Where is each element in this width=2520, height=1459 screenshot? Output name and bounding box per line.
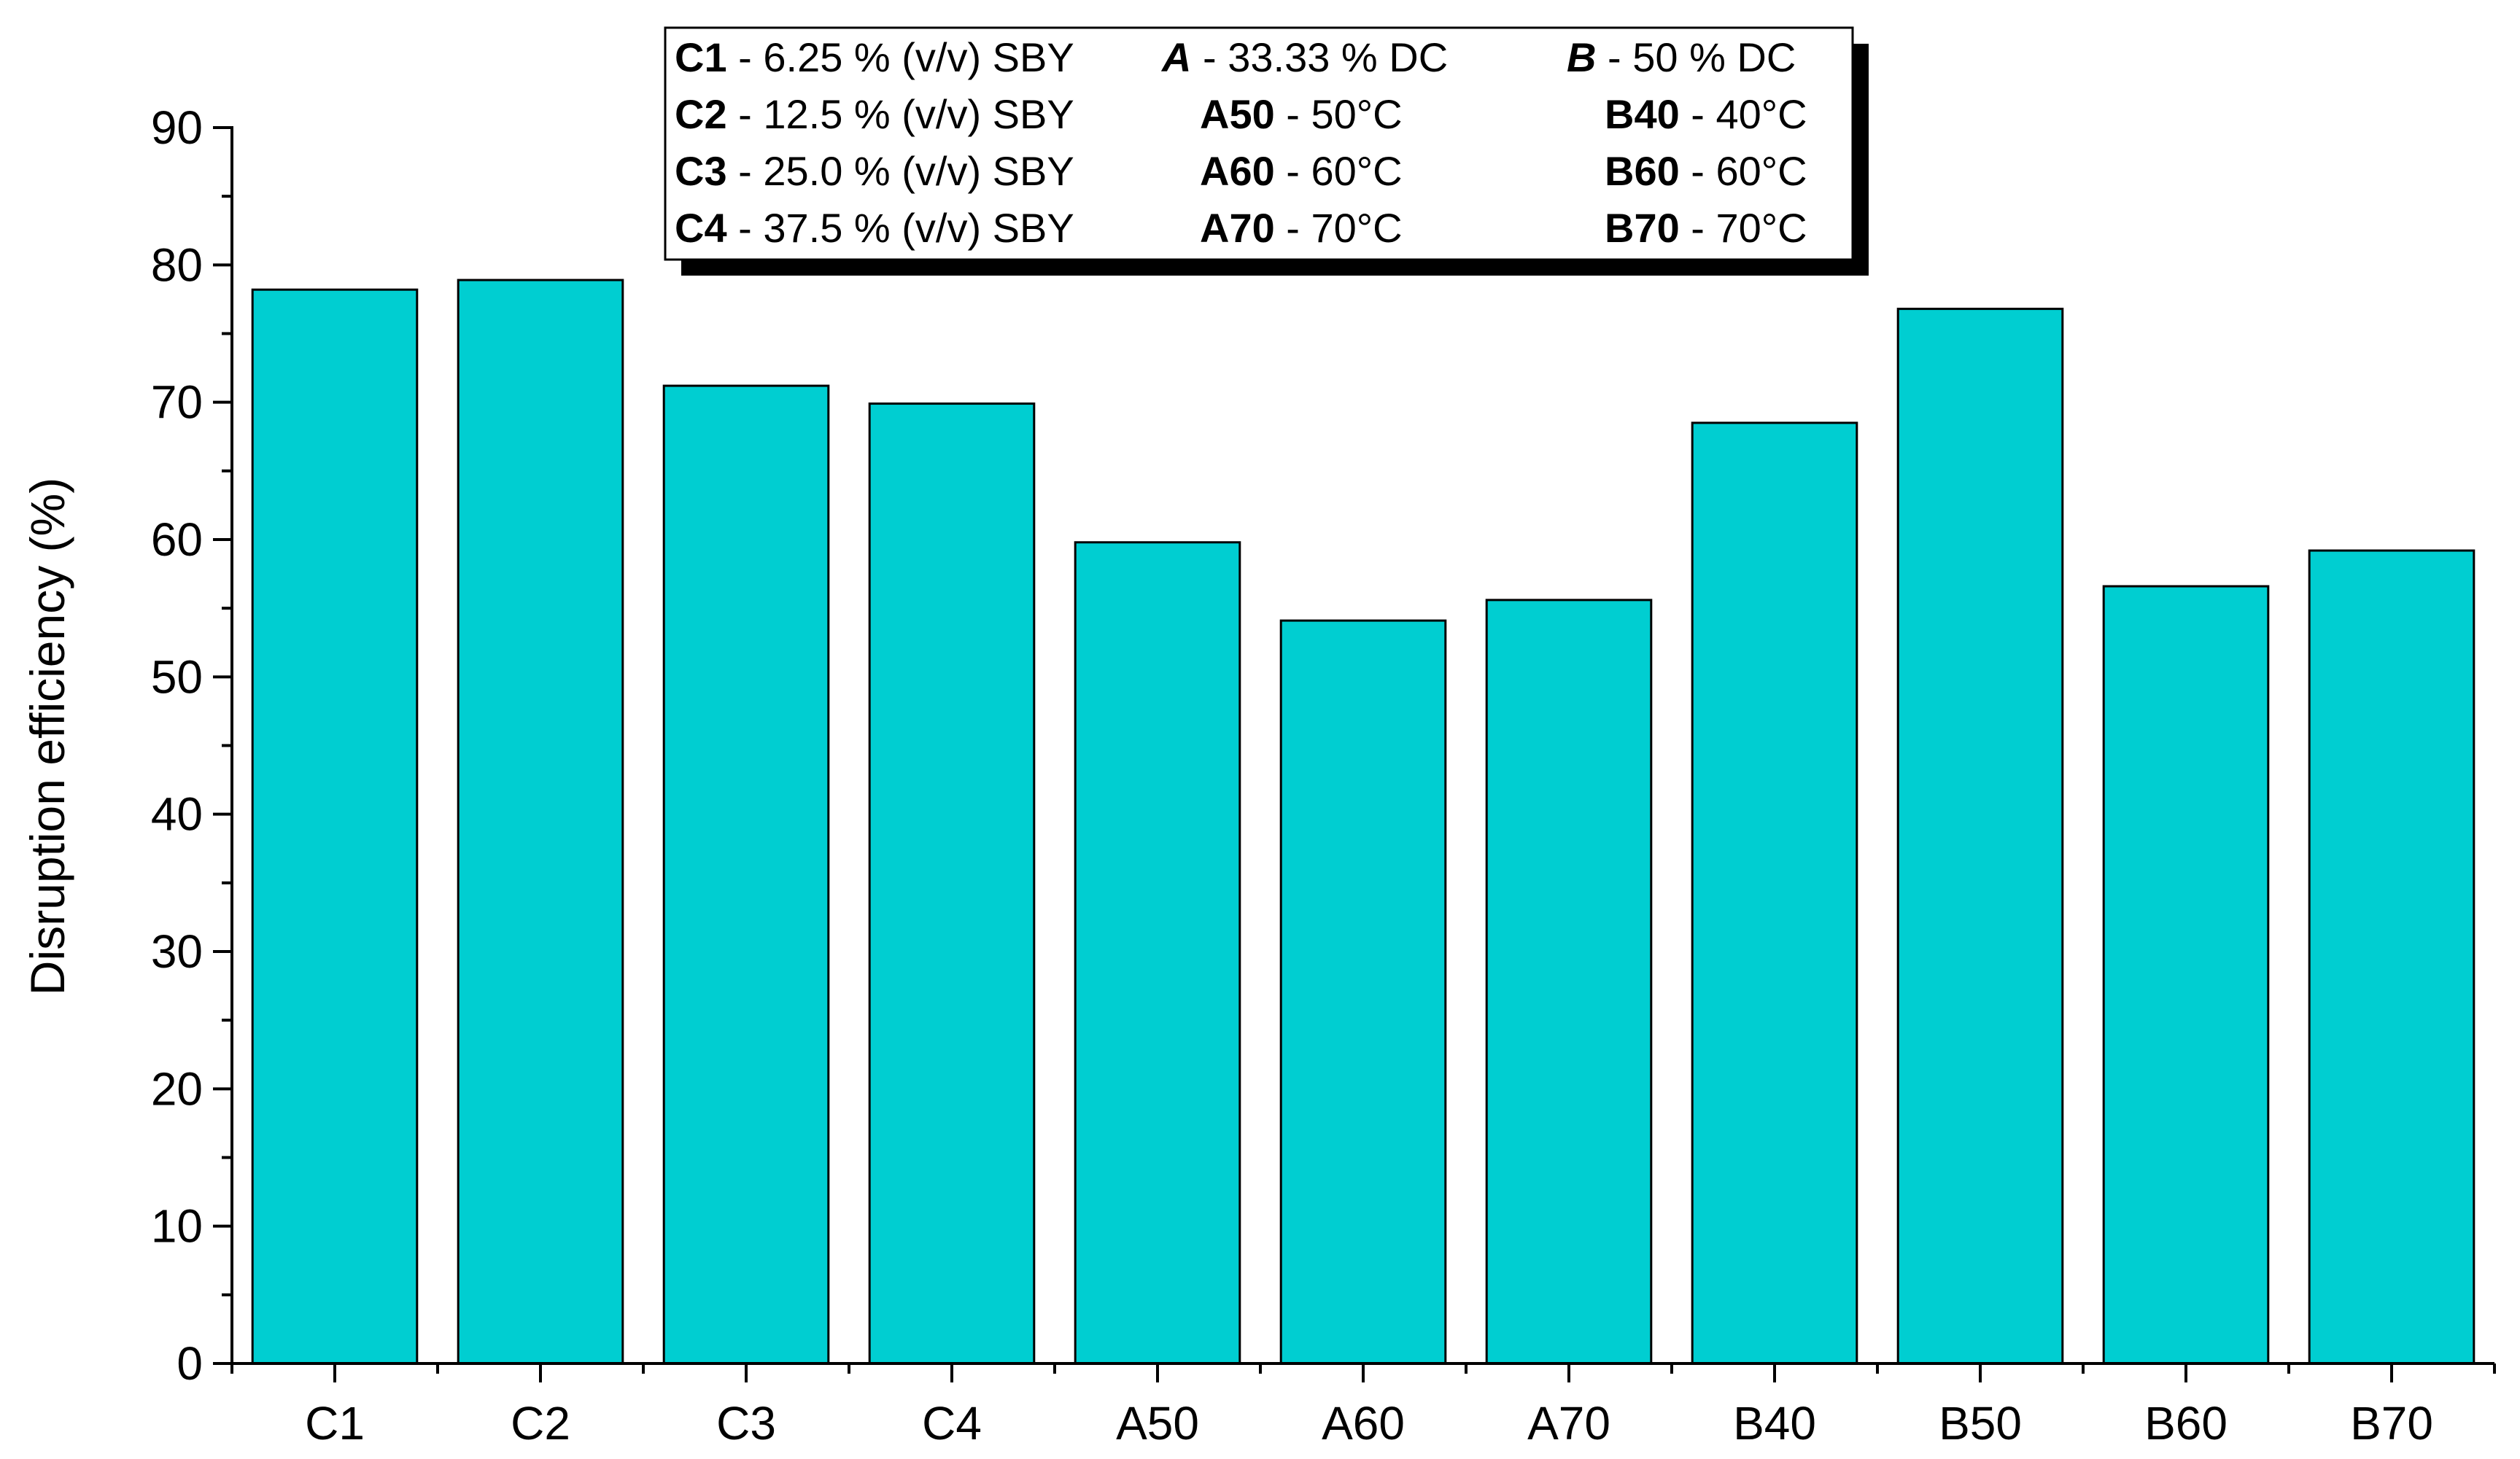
bar-b60	[2102, 585, 2270, 1365]
bars-group	[251, 279, 2476, 1365]
legend-key: B	[1567, 34, 1596, 80]
legend-key: C4	[675, 205, 727, 251]
legend-description: - 37.5 % (v/v) SBY	[727, 205, 1074, 251]
x-tick-label-c3: C3	[716, 1397, 776, 1450]
legend-key: C2	[675, 91, 727, 137]
legend-entry-a: A - 33.33 % DC	[1160, 34, 1448, 80]
legend-description: - 40°C	[1680, 91, 1807, 137]
bar-c3	[662, 384, 830, 1365]
bar-a70	[1485, 599, 1653, 1365]
legend-description: - 60°C	[1680, 148, 1807, 194]
legend-entry-c2: C2 - 12.5 % (v/v) SBY	[675, 91, 1074, 137]
y-tick-label: 70	[151, 376, 203, 429]
legend-key: A60	[1200, 148, 1275, 194]
y-tick-label: 10	[151, 1200, 203, 1253]
x-tick-label-b60: B60	[2144, 1397, 2228, 1450]
legend: C1 - 6.25 % (v/v) SBY A - 33.33 % DC B - 5…	[664, 26, 1869, 276]
x-tick-label-a50: A50	[1116, 1397, 1199, 1450]
bar-b50	[1896, 308, 2064, 1365]
x-tick-label-b70: B70	[2350, 1397, 2433, 1450]
legend-key: A	[1160, 34, 1191, 80]
y-tick-label: 60	[151, 513, 203, 566]
y-tick-label: 40	[151, 788, 203, 841]
legend-entry-b: B - 50 % DC	[1567, 34, 1796, 80]
legend-key: C1	[675, 34, 727, 80]
legend-entry-b60: B60 - 60°C	[1605, 148, 1807, 194]
x-tick-label-b50: B50	[1939, 1397, 2022, 1450]
legend-key: B70	[1605, 205, 1680, 251]
bar-c2	[457, 279, 624, 1365]
legend-key: A70	[1200, 205, 1275, 251]
legend-box	[664, 26, 1854, 261]
x-tick-label-c4: C4	[922, 1397, 982, 1450]
legend-key: B60	[1605, 148, 1680, 194]
legend-description: - 12.5 % (v/v) SBY	[727, 91, 1074, 137]
legend-description: - 60°C	[1275, 148, 1403, 194]
legend-description: - 50 % DC	[1596, 34, 1796, 80]
bar-b40	[1691, 421, 1858, 1365]
legend-description: - 70°C	[1680, 205, 1807, 251]
y-tick-label: 50	[151, 650, 203, 703]
y-tick-label: 80	[151, 238, 203, 291]
legend-entry-c1: C1 - 6.25 % (v/v) SBY	[675, 34, 1074, 80]
y-tick-label: 30	[151, 925, 203, 978]
x-tick-label-a60: A60	[1322, 1397, 1405, 1450]
x-tick-label-b40: B40	[1733, 1397, 1816, 1450]
legend-entry-b40: B40 - 40°C	[1605, 91, 1807, 137]
legend-entry-c4: C4 - 37.5 % (v/v) SBY	[675, 205, 1074, 251]
legend-description: - 50°C	[1275, 91, 1403, 137]
x-tick-label-c1: C1	[305, 1397, 365, 1450]
legend-entry-a70: A70 - 70°C	[1200, 205, 1403, 251]
y-tick-label: 90	[151, 101, 203, 154]
legend-entry-a50: A50 - 50°C	[1200, 91, 1403, 137]
y-tick-labels: 0 10 20 30 40 50 60 70 80 90	[151, 101, 203, 1390]
legend-description: - 25.0 % (v/v) SBY	[727, 148, 1074, 194]
y-axis-title: Disruption efficiency (%)	[20, 478, 74, 995]
y-tick-label: 20	[151, 1062, 203, 1115]
legend-entry-b70: B70 - 70°C	[1605, 205, 1807, 251]
legend-entry-a60: A60 - 60°C	[1200, 148, 1403, 194]
legend-description: - 70°C	[1275, 205, 1403, 251]
legend-key: B40	[1605, 91, 1680, 137]
x-tick-labels: C1 C2 C3 C4 A50 A60 A70 B40 B50 B60 B70	[305, 1397, 2433, 1450]
x-tick-label-c2: C2	[511, 1397, 570, 1450]
axes-group	[213, 126, 2496, 1382]
bar-b70	[2308, 549, 2476, 1365]
x-tick-label-a70: A70	[1527, 1397, 1610, 1450]
bar-c1	[251, 288, 419, 1365]
legend-description: - 6.25 % (v/v) SBY	[727, 34, 1074, 80]
bar-c4	[868, 402, 1036, 1365]
y-tick-label: 0	[177, 1337, 203, 1390]
legend-key: C3	[675, 148, 727, 194]
legend-entry-c3: C3 - 25.0 % (v/v) SBY	[675, 148, 1074, 194]
legend-description: - 33.33 % DC	[1191, 34, 1448, 80]
bar-a60	[1279, 619, 1447, 1365]
bar-a50	[1074, 541, 1241, 1365]
legend-key: A50	[1200, 91, 1275, 137]
